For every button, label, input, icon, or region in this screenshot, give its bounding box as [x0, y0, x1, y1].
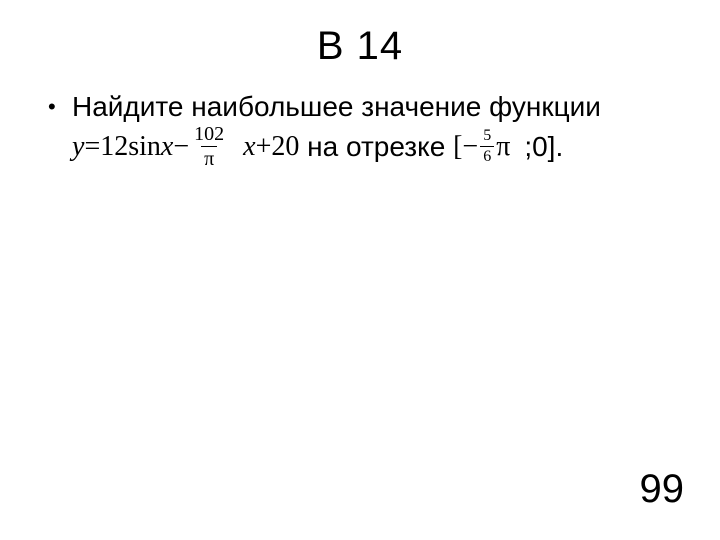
frac1-den: π — [201, 146, 217, 169]
problem-lead: Найдите наибольшее значение функции — [72, 89, 680, 124]
coef-12: 12 — [100, 129, 128, 164]
problem-text: Найдите наибольшее значение функции y = … — [72, 89, 680, 169]
slide-title: В 14 — [0, 0, 720, 89]
frac2-den: 6 — [480, 146, 494, 165]
sin-func: sin — [128, 129, 161, 164]
problem-formula-line: y = 12 sin x − 102 π x +20 на отрезке [ … — [72, 124, 680, 169]
segment-tail: ;0]. — [524, 129, 563, 164]
fraction-102-over-pi: 102 π — [191, 124, 227, 169]
left-bracket: [ — [453, 129, 462, 164]
answer-value: 99 — [640, 467, 685, 512]
bullet-glyph: • — [48, 89, 72, 125]
content-area: • Найдите наибольшее значение функции y … — [0, 89, 720, 169]
neg-sign-2: − — [462, 129, 478, 164]
plus-20: +20 — [256, 129, 300, 164]
var-x-1: x — [161, 129, 173, 164]
segment-word: на отрезке — [299, 129, 453, 164]
var-y: y — [72, 129, 84, 164]
slide: В 14 • Найдите наибольшее значение функц… — [0, 0, 720, 540]
bullet-item: • Найдите наибольшее значение функции y … — [48, 89, 680, 169]
equals-sign: = — [84, 129, 100, 164]
pi-after-frac: π — [496, 129, 510, 164]
var-x-2: x — [243, 129, 255, 164]
minus-sign: − — [173, 129, 189, 164]
frac1-num: 102 — [191, 124, 227, 146]
frac2-num: 5 — [480, 128, 494, 146]
fraction-5-over-6: 5 6 — [480, 128, 494, 165]
